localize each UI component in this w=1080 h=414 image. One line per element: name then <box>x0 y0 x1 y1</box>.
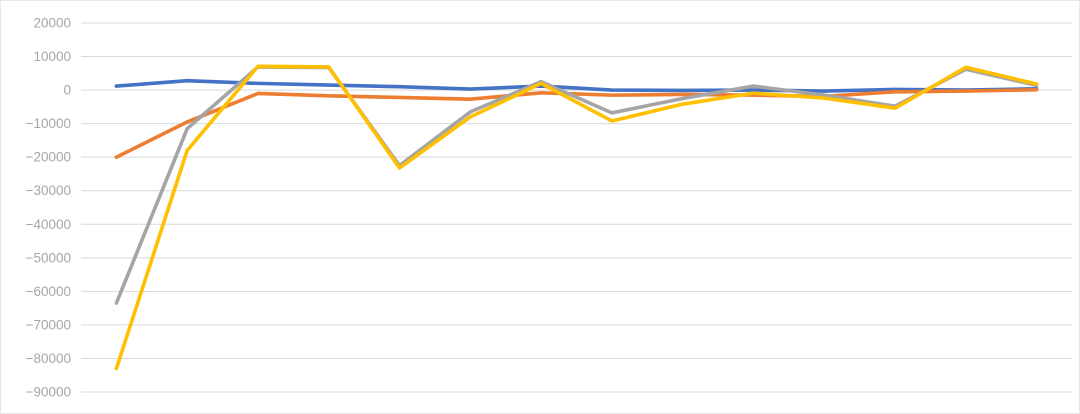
series-line-blue <box>114 78 1039 93</box>
y-axis-tick-label: −70000 <box>26 317 71 332</box>
y-axis-tick-label: −60000 <box>26 284 71 299</box>
y-axis-tick-label: −80000 <box>26 351 71 366</box>
y-axis-labels: 20000 10000 0 −10000 −20000 −30000 −40000 −5000… <box>26 16 71 400</box>
y-axis-tick-label: −20000 <box>26 150 71 165</box>
y-axis-tick-label: −30000 <box>26 183 71 198</box>
gridlines <box>81 22 1072 393</box>
y-axis-tick-label: −50000 <box>26 250 71 265</box>
series-line-orange <box>114 87 1039 159</box>
series-lines <box>114 64 1039 371</box>
y-axis-tick-label: −90000 <box>26 385 71 400</box>
y-axis-tick-label: 20000 <box>33 16 71 31</box>
y-axis-tick-label: 10000 <box>33 49 71 64</box>
y-axis-tick-label: −40000 <box>26 217 71 232</box>
y-axis-tick-label: 0 <box>63 83 71 98</box>
series-line-yellow <box>114 64 1039 371</box>
y-axis-tick-label: −10000 <box>26 116 71 131</box>
